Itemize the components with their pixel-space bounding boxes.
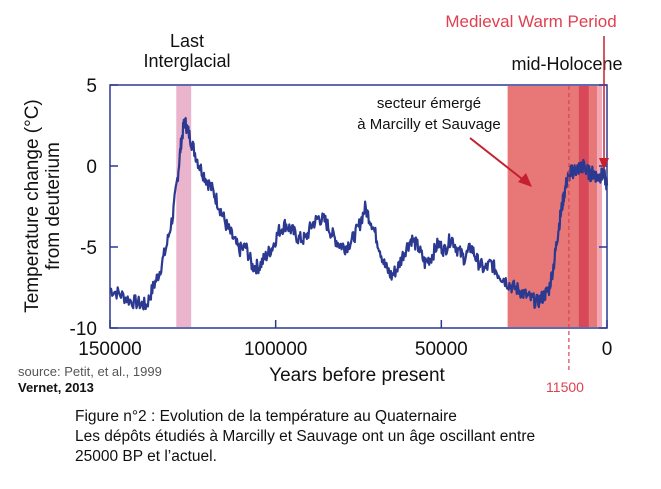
arrow-secteur-head [518, 173, 532, 187]
annotation-secteur-emerge: secteur émergé [377, 95, 481, 112]
y-tick-label: 0 [86, 157, 97, 178]
band-mid-holocene [578, 86, 589, 327]
y-tick-label: -10 [70, 319, 97, 340]
x-tick-label: 50000 [415, 339, 468, 360]
x-tick-label: 0 [602, 339, 613, 360]
y-axis-label: Temperature change (°C) from deuterium [22, 99, 64, 313]
x-tick-label: 150000 [78, 339, 141, 360]
y-tick-label: -5 [80, 238, 97, 259]
annotation-medieval-warm-period: Medieval Warm Period [445, 12, 616, 31]
annotation-last: Last [170, 31, 204, 51]
arrow-secteur [469, 137, 527, 183]
caption-line-2: Les dépôts étudiés à Marcilly et Sauvage… [75, 428, 536, 445]
series-layer [109, 117, 609, 311]
y-axis-label-line-1: Temperature change (°C) [22, 99, 43, 313]
x-tick-label: 100000 [244, 339, 307, 360]
source-label: source: Petit, et al., 1999 [18, 364, 162, 379]
annotation-mid-holocene: mid-Holocene [511, 54, 622, 74]
plot-frame [109, 84, 608, 329]
credit-label: Vernet, 2013 [18, 380, 94, 395]
x-axis-label: Years before present [269, 365, 445, 386]
labels-layer: Years before present Temperature change (… [18, 12, 623, 395]
band-medieval-warm [597, 86, 603, 327]
marker-11500-label: 11500 [546, 379, 584, 395]
annotation-marcilly-sauvage: à Marcilly et Sauvage [357, 116, 500, 133]
figure-caption: Figure n°2 : Evolution de la température… [75, 407, 535, 467]
y-tick-label: 5 [86, 76, 97, 97]
y-axis-label-line-2: from deuterium [43, 142, 64, 270]
bands-layer [176, 86, 603, 327]
series-line-0 [109, 117, 609, 311]
arrow-medieval-head [599, 158, 609, 170]
caption-line-1: Figure n°2 : Evolution de la température… [75, 408, 457, 425]
caption-line-3: 25000 BP et l’actuel. [75, 448, 217, 465]
annotation-interglacial: Interglacial [143, 51, 230, 71]
